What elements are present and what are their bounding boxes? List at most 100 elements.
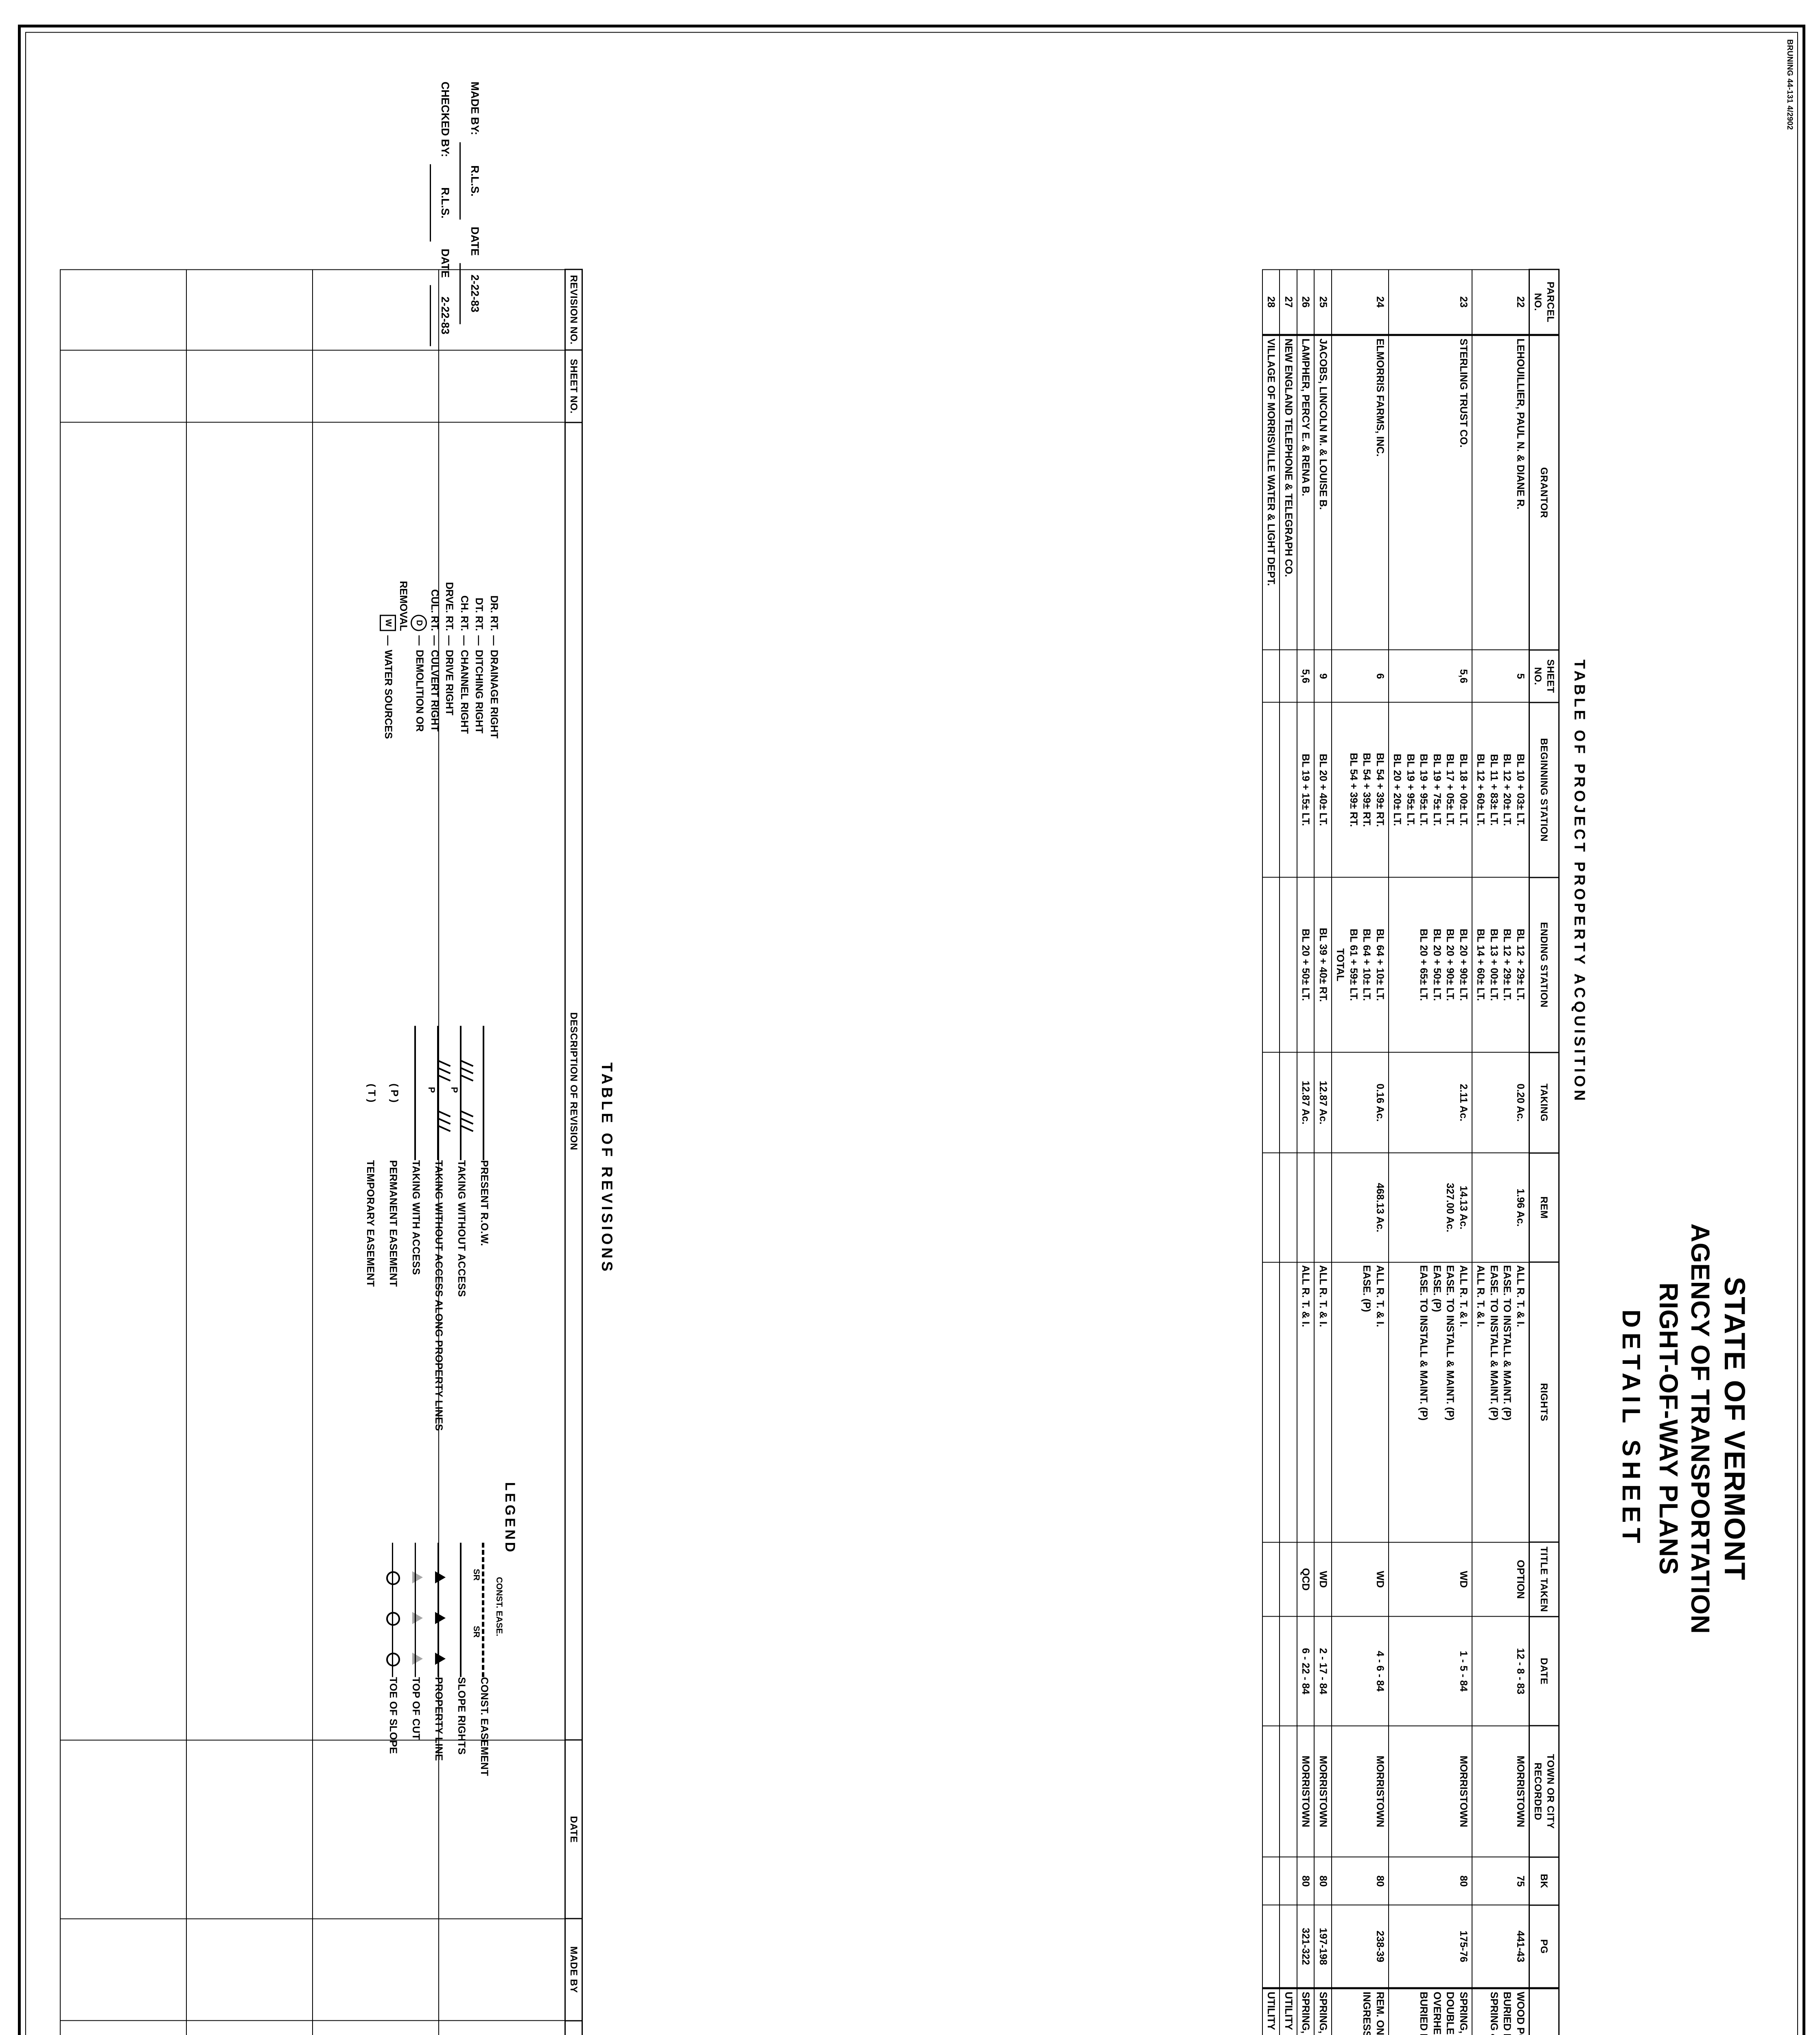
cell-date: 2 - 17 - 84	[1314, 1616, 1332, 1726]
legend-label: TOP OF CUT	[410, 1677, 422, 1740]
col-head-rev-date: DATE	[565, 1740, 582, 1919]
cell-bk: 80	[1388, 1857, 1472, 1905]
abbrev-key: DRVE. RT.	[444, 582, 455, 631]
cell-line: BL 19 + 95± LT.	[1404, 753, 1416, 826]
cell-bk: 80	[1331, 1857, 1389, 1905]
table-row: 22 LEHOUILLIER, PAUL N. & DIANE R. 5 BL 10 …	[1472, 269, 1529, 2035]
cell-sheet-no: 5	[1472, 650, 1529, 702]
col-head-title-taken: TITLE TAKEN	[1529, 1542, 1559, 1617]
abbrev-key: DR. RT.	[488, 595, 500, 631]
abbrev-key: DT. RT.	[473, 597, 485, 631]
checked-by-row: CHECKED BY: R.L.S. DATE 2-22-83	[429, 81, 459, 480]
legend-title: LEGEND	[502, 1482, 518, 1554]
p-marker: P	[427, 1087, 437, 1093]
legend-label: TEMPORARY EASEMENT	[365, 1160, 376, 1287]
col-head-town-recorded: TOWN OR CITY RECORDED	[1529, 1725, 1559, 1857]
cell-line: BL 54 + 39± RT.	[1374, 753, 1386, 827]
p-marker: P	[449, 1087, 459, 1093]
acquisition-table-caption: TABLE OF PROJECT PROPERTY ACQUISITION	[1571, 659, 1588, 1103]
title-plans: RIGHT-OF-WAY PLANS	[1654, 1282, 1684, 1575]
cell-line: BL 12 + 60± LT.	[1475, 753, 1487, 826]
cell-line: WOOD POLE W/DOUBLE OBSTR. LIGHTS	[1514, 1991, 1527, 2035]
cell-line: SPRING, WATERLINE, & POWER LINE	[1457, 1991, 1470, 2035]
title-state: STATE OF VERMONT	[1718, 1276, 1750, 1581]
cell-ending-station	[1280, 877, 1297, 1053]
cell-title-taken: OPTION	[1472, 1542, 1529, 1617]
cell-line: BL 20 + 50± LT.	[1431, 928, 1443, 1001]
col-head-made-by: MADE BY	[565, 1918, 582, 2021]
cell-remarks: SPRING, WATERLINE, & POWER LINE	[1297, 1988, 1315, 2035]
cell-taking	[1280, 1052, 1297, 1153]
cell-rev-sheet-no	[60, 350, 186, 422]
cell-taking	[1262, 1052, 1280, 1153]
cell-sheet-no: 5,6	[1297, 650, 1315, 702]
cell-pg	[1280, 1905, 1297, 1988]
cell-ending-station: BL 12 + 29± LT. BL 12 + 29± LT. BL 13 + 00…	[1472, 877, 1529, 1053]
cell-taking: 0.16 Ac.	[1331, 1052, 1389, 1153]
cell-line: SPRING, H2O LINE, POWER/TOWN RD. & 2 SLE…	[1316, 1991, 1330, 2035]
cell-remarks: UTILITY	[1280, 1988, 1297, 2035]
cell-line: ALL R. T. & I.	[1317, 1265, 1329, 1327]
cell-approved-by	[312, 2020, 439, 2035]
cell-rem	[1262, 1153, 1280, 1262]
col-head-rev-sheet-no: SHEET NO.	[565, 350, 582, 422]
cell-town-recorded: MORRISTOWN	[1472, 1725, 1529, 1857]
col-head-pg: PG	[1529, 1905, 1559, 1988]
cell-line: BL 12 + 20± LT.	[1501, 753, 1513, 826]
col-head-sheet-no: SHEET NO.	[1529, 650, 1559, 702]
abbreviation-item: CUL. RT. — CULVERT RIGHT	[427, 562, 442, 739]
cell-date	[1280, 1616, 1297, 1726]
col-head-description: DESCRIPTION OF REVISION	[565, 422, 582, 1740]
cell-line: EASE. (P)	[1361, 1265, 1373, 1312]
sr-marker-1: SR	[471, 1567, 481, 1582]
cell-sheet-no: 6	[1331, 650, 1389, 702]
cell-parcel-no: 27	[1280, 269, 1297, 335]
cell-line: ALL R. T. & I.	[1300, 1265, 1312, 1327]
cell-ending-station	[1262, 877, 1280, 1053]
cell-title-taken: WD	[1331, 1542, 1389, 1617]
legend-label: SLOPE RIGHTS	[456, 1677, 468, 1755]
taking-with-access-symbol: P	[409, 1026, 437, 1160]
made-by-row: MADE BY: R.L.S. DATE 2-22-83	[459, 81, 489, 480]
cell-parcel-no: 25	[1314, 269, 1332, 335]
abbrev-key: REMOVAL	[398, 580, 409, 631]
cell-bk: 75	[1472, 1857, 1529, 1905]
abbrev-value: DRIVE RIGHT	[444, 650, 455, 716]
cell-line: BL 20 + 65± LT.	[1418, 928, 1430, 1001]
cell-line: ALL R. T. & I.	[1475, 1265, 1487, 1327]
cell-taking: 12.87 Ac.	[1314, 1052, 1332, 1153]
cell-line: BL 64 + 10± LT.	[1374, 928, 1386, 1001]
cell-pg: 441-43	[1472, 1905, 1529, 1988]
cell-beginning-station	[1262, 702, 1280, 877]
abbrev-key: CH. RT.	[459, 595, 470, 631]
cell-line: BL 12 + 29± LT.	[1501, 928, 1513, 1001]
cell-rem	[1280, 1153, 1297, 1262]
col-head-date: DATE	[1529, 1616, 1559, 1726]
abbreviation-item: W — WATER SOURCES	[380, 562, 396, 739]
col-head-bk: BK	[1529, 1857, 1559, 1905]
cell-ending-station: BL 20 + 90± LT. BL 20 + 90± LT. BL 20 + 50…	[1388, 877, 1472, 1053]
cell-ending-station: BL 39 + 40± RT.	[1314, 877, 1332, 1053]
top-of-cut-symbol	[409, 1543, 423, 1677]
abbrev-key: W	[380, 562, 396, 631]
cell-rights	[1262, 1262, 1280, 1542]
cell-beginning-station	[1280, 702, 1297, 877]
cell-ending-station: BL 20 + 50± LT.	[1297, 877, 1315, 1053]
legend-label: PERMANENT EASEMENT	[387, 1160, 399, 1287]
cell-line: BL 19 + 15± LT.	[1300, 753, 1312, 826]
checked-by-date-value: 2-22-83	[429, 284, 459, 346]
table-row: 23 STERLING TRUST CO. 5,6 BL 18 + 00± LT. BL…	[1388, 269, 1472, 2035]
legend-column-right: CONST. EASE. CONST. EASEMENT SR SR SLOPE…	[354, 1543, 504, 2011]
cell-line: BL 11 + 83± LT.	[1488, 754, 1500, 826]
cell-made-by	[186, 1918, 313, 2021]
cell-bk: 80	[1297, 1857, 1315, 1905]
property-line-symbol	[432, 1543, 446, 1677]
cell-rights: ALL R. T. & I.	[1314, 1262, 1332, 1542]
abbrev-value: WATER SOURCES	[383, 650, 394, 739]
cell-rights	[1280, 1262, 1297, 1542]
legend-item-const-easement: CONST. EASE. CONST. EASEMENT	[477, 1543, 504, 2011]
cell-line: ALL R. T. & I.	[1457, 1265, 1469, 1327]
cell-beginning-station: BL 18 + 00± LT. BL 17 + 05± LT. BL 19 + 75…	[1388, 702, 1472, 877]
cell-town-recorded: MORRISTOWN	[1297, 1725, 1315, 1857]
legend-block: LEGEND PRESENT R.O.W. TAKING WITHOUT ACC…	[354, 1026, 518, 2011]
